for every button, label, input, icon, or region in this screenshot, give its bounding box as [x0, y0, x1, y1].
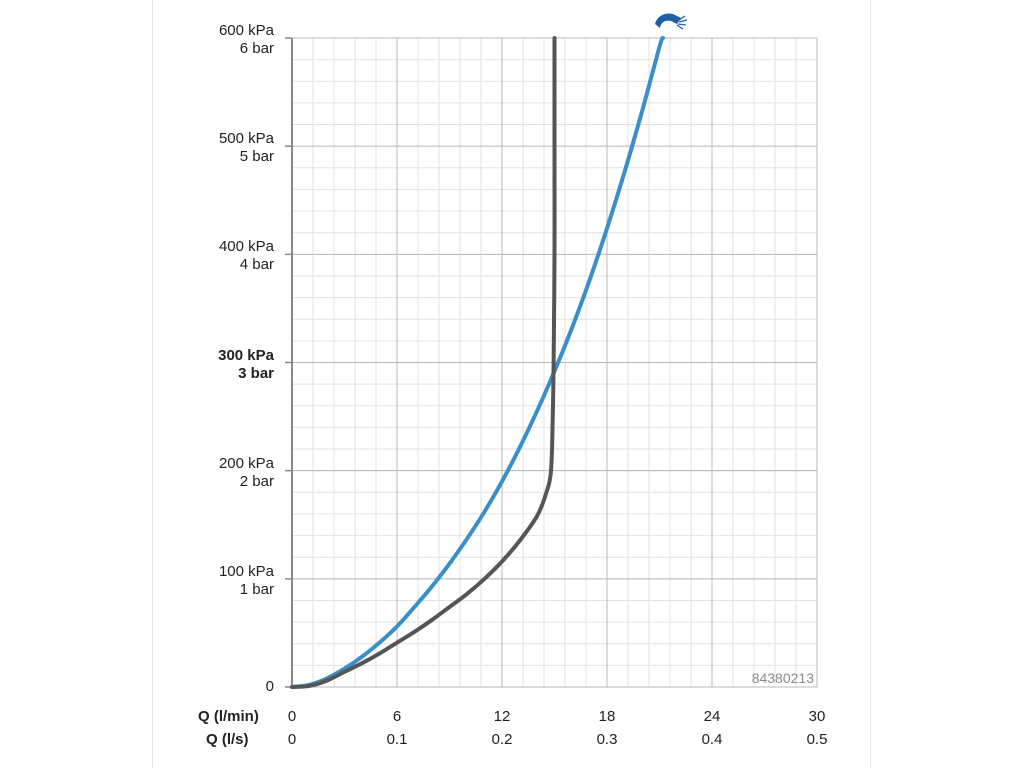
right-border: [870, 0, 871, 768]
x-tick-label-lmin: 0: [287, 708, 297, 725]
y-tick-label: 600 kPa 6 bar: [154, 22, 274, 58]
y-tick-label-kpa: 200 kPa: [218, 454, 274, 472]
y-tick-label-bar: 4 bar: [239, 256, 274, 274]
x-tick-label-ls: 0.4: [701, 731, 723, 748]
product-code: 84380213: [752, 670, 815, 686]
y-tick-label: 0: [265, 678, 274, 695]
y-tick-label: 400 kPa 4 bar: [154, 238, 274, 274]
x-tick-label-ls: 0.5: [806, 731, 828, 748]
y-tick-label: 300 kPa 3 bar: [154, 347, 274, 383]
y-tick-label-kpa: 100 kPa: [218, 562, 274, 580]
y-tick-label: 100 kPa 1 bar: [154, 563, 274, 599]
y-axis-labels: 0 100 kPa 1 bar 200 kPa 2 bar 300 kPa 3 bar 400…: [152, 0, 274, 768]
y-tick-label-kpa: 300 kPa: [218, 346, 274, 364]
y-tick-label: 500 kPa 5 bar: [154, 130, 274, 166]
x-tick-label-lmin: 24: [703, 708, 721, 725]
y-tick-label-kpa: 500 kPa: [218, 130, 274, 148]
x-axis-title-primary: Q (l/min): [198, 708, 259, 725]
y-tick-label-bar: 3 bar: [238, 364, 274, 382]
x-tick-label-lmin: 18: [598, 708, 616, 725]
x-tick-label-lmin: 6: [392, 708, 402, 725]
y-tick-label-kpa: 600 kPa: [218, 22, 274, 39]
x-tick-label-ls: 0.1: [386, 731, 408, 748]
y-tick-label: 200 kPa 2 bar: [154, 455, 274, 491]
shower-head-icon: [655, 13, 688, 30]
x-tick-label-lmin: 30: [808, 708, 826, 725]
x-tick-label-ls: 0.2: [491, 731, 513, 748]
x-tick-label-ls: 0: [287, 731, 297, 748]
x-tick-label-ls: 0.3: [596, 731, 618, 748]
series-line-2: [290, 36, 557, 689]
y-tick-label-bar: 1 bar: [239, 580, 274, 598]
y-tick-label-kpa: 400 kPa: [218, 238, 274, 256]
y-tick-label-bar: 2 bar: [239, 472, 274, 490]
x-tick-label-lmin: 12: [493, 708, 511, 725]
left-border: [152, 0, 153, 768]
y-tick-label-bar: 6 bar: [239, 40, 274, 57]
y-tick-label-bar: 5 bar: [239, 148, 274, 166]
x-axis-title-secondary: Q (l/s): [206, 731, 249, 748]
series-line-1: [290, 36, 665, 689]
